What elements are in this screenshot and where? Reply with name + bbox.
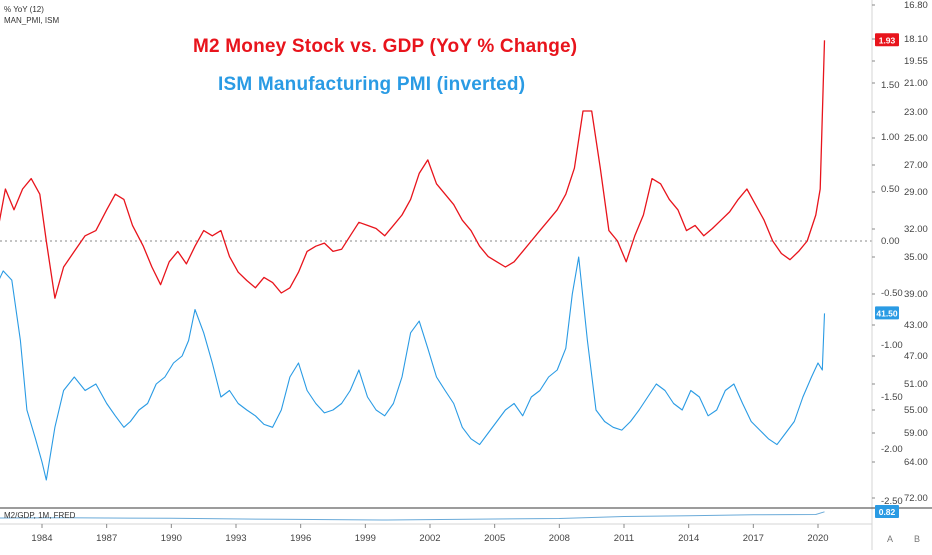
right-axis-tick-label: 19.55 [904, 56, 928, 67]
x-axis-tick-label: 1996 [290, 533, 311, 544]
right-axis-tick-label: 27.00 [904, 160, 928, 171]
series-line-pmi [0, 256, 826, 481]
right-axis-tick-label: 25.00 [904, 133, 928, 144]
left-axis-tick-label: 1.00 [881, 132, 900, 143]
sub-pane-legend[interactable]: M2/GDP, 1M, FRED [4, 511, 76, 520]
right-axis-tick-label: 39.00 [904, 289, 928, 300]
left-axis-tick-label: -2.50 [881, 496, 903, 507]
log-scale-button[interactable]: B [914, 534, 921, 544]
right-axis-tick-label: 18.10 [904, 34, 928, 45]
series-line-m2-gdp [0, 511, 825, 521]
left-axis-tick-label: -2.00 [881, 444, 903, 455]
last-value-badge-m2-gdp-bg [875, 505, 899, 518]
left-axis-tick-label: 0.50 [881, 184, 900, 195]
last-value-badge-pmi: 41.50 [876, 308, 898, 318]
right-axis-tick-label: 43.00 [904, 320, 928, 331]
right-axis-tick-label: 64.00 [904, 457, 928, 468]
x-axis-tick-label: 1984 [31, 533, 52, 544]
x-axis-tick-label: 1999 [355, 533, 376, 544]
left-axis-tick-label: 1.50 [881, 80, 900, 91]
x-axis-tick-label: 2014 [678, 533, 699, 544]
right-axis-tick-label: 29.00 [904, 187, 928, 198]
left-axis-tick-label: 0.00 [881, 236, 900, 247]
right-axis-tick-label: 55.00 [904, 405, 928, 416]
right-axis-tick-label: 32.00 [904, 224, 928, 235]
left-axis-tick-label: -1.00 [881, 340, 903, 351]
chart-title-m2: M2 Money Stock vs. GDP (YoY % Change) [193, 36, 578, 57]
indicator-legend[interactable]: % YoY (12) MAN_PMI, ISM [4, 4, 59, 26]
last-value-badge-m2: 1.93 [879, 35, 896, 45]
left-axis-tick-label: -1.50 [881, 392, 903, 403]
x-axis-tick-label: 1990 [161, 533, 182, 544]
left-axis-tick-label: -0.50 [881, 288, 903, 299]
auto-scale-button[interactable]: A [887, 534, 894, 544]
chart-title-pmi: ISM Manufacturing PMI (inverted) [218, 74, 526, 95]
last-value-badge-pmi-bg [875, 306, 899, 320]
x-axis-tick-label: 1987 [96, 533, 117, 544]
last-value-badge-m2-gdp: 0.82 [879, 507, 896, 517]
right-axis-tick-label: 51.00 [904, 379, 928, 390]
right-axis-tick-label: 47.00 [904, 351, 928, 362]
x-axis-tick-label: 2017 [743, 533, 764, 544]
right-axis-tick-label: 21.00 [904, 78, 928, 89]
x-axis-tick-label: 2011 [614, 533, 634, 544]
indicator-legend-yoy[interactable]: % YoY (12) [4, 5, 44, 14]
x-axis-tick-label: 2002 [419, 533, 440, 544]
x-axis-tick-label: 2008 [549, 533, 570, 544]
right-axis-tick-label: 59.00 [904, 428, 928, 439]
last-value-badge-m2-bg [875, 33, 899, 47]
right-axis-tick-label: 72.00 [904, 493, 928, 504]
right-axis-tick-label: 35.00 [904, 252, 928, 263]
x-axis-tick-label: 2005 [484, 533, 505, 544]
x-axis-tick-label: 1993 [225, 533, 246, 544]
x-axis-tick-label: 2020 [807, 533, 828, 544]
indicator-legend-pmi[interactable]: MAN_PMI, ISM [4, 16, 60, 25]
right-axis-tick-label: 23.00 [904, 107, 928, 118]
series-line-m2 [0, 40, 826, 299]
right-axis-tick-label: 16.80 [904, 0, 928, 11]
